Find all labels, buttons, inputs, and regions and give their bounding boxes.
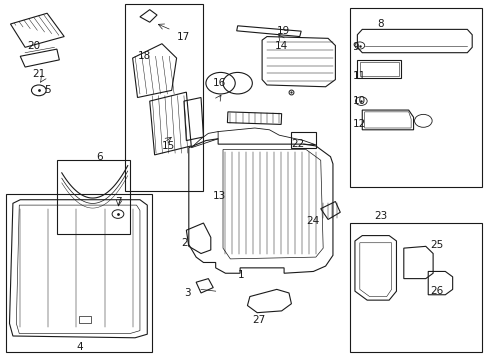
Bar [57,160,130,234]
Text: 27: 27 [252,315,266,325]
Text: 25: 25 [431,239,444,249]
Bar [125,4,203,191]
Bar [350,8,482,187]
Text: 14: 14 [274,41,288,50]
Bar [350,223,482,352]
Text: 11: 11 [352,71,366,81]
Text: 15: 15 [162,141,175,151]
Text: 3: 3 [184,288,191,298]
Text: 23: 23 [374,211,388,221]
Text: 6: 6 [96,152,102,162]
Text: 10: 10 [352,96,366,106]
Text: 1: 1 [238,270,245,280]
Text: 26: 26 [431,286,444,296]
Text: 19: 19 [277,26,290,36]
Text: 18: 18 [138,51,151,61]
Text: 24: 24 [306,216,319,226]
Text: 8: 8 [377,19,384,29]
Text: 21: 21 [32,69,46,79]
Text: 2: 2 [181,238,188,248]
Text: 17: 17 [176,32,190,41]
Text: 9: 9 [352,42,359,52]
Text: 5: 5 [45,85,51,95]
Text: 20: 20 [27,41,41,50]
Bar [5,194,152,352]
Text: 16: 16 [213,78,226,88]
Text: 7: 7 [116,197,122,207]
Text: 13: 13 [213,191,226,201]
Text: 12: 12 [352,120,366,129]
Text: 22: 22 [292,139,305,149]
Text: 4: 4 [76,342,83,352]
